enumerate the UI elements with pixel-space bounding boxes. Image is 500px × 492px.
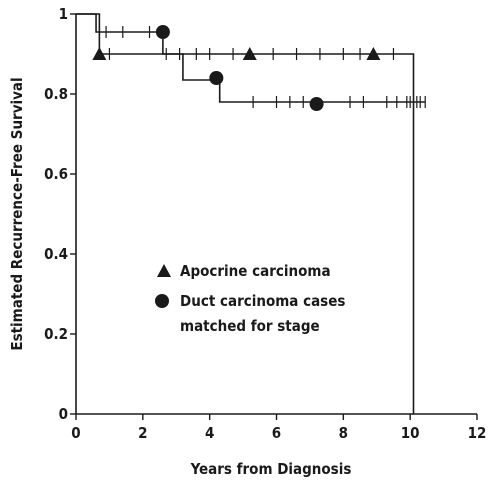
y-tick-label: 0 (59, 405, 68, 423)
y-axis-title: Estimated Recurrence-Free Survival (8, 77, 26, 350)
duct-survival-line (76, 13, 426, 103)
x-axis-title: Years from Diagnosis (190, 460, 352, 478)
legend-triangle-icon (157, 264, 171, 277)
apocrine-triangle-marker (242, 47, 257, 60)
x-tick-label: 2 (138, 424, 147, 442)
duct-circle-marker (209, 71, 224, 85)
x-tick-label: 6 (272, 424, 281, 442)
x-tick-label: 8 (339, 424, 348, 442)
survival-curves (76, 13, 426, 414)
series-markers (92, 25, 381, 111)
axes: 0 2 4 6 8 10 12 0 0.2 0.4 0.6 0.8 1 (44, 5, 486, 442)
legend: Apocrine carcinoma Duct carcinoma cases … (155, 262, 345, 335)
y-tick-label: 0.4 (44, 245, 68, 263)
y-tick-label: 0.8 (44, 85, 68, 103)
y-tick-label: 1 (59, 5, 68, 23)
legend-circle-icon (155, 294, 169, 308)
x-tick-label: 12 (468, 424, 487, 442)
legend-label-duct-line2: matched for stage (180, 317, 320, 335)
x-tick-label: 4 (205, 424, 214, 442)
x-tick-label: 10 (401, 424, 420, 442)
y-tick-label: 0.2 (44, 325, 68, 343)
apocrine-triangle-marker (92, 47, 107, 60)
apocrine-triangle-marker (366, 47, 381, 60)
legend-label-apocrine: Apocrine carcinoma (180, 262, 331, 280)
duct-circle-marker (155, 25, 170, 39)
legend-label-duct-line1: Duct carcinoma cases (180, 292, 345, 310)
y-tick-label: 0.6 (44, 165, 68, 183)
x-tick-label: 0 (71, 424, 80, 442)
apocrine-survival-line (76, 13, 415, 414)
duct-circle-marker (309, 97, 324, 111)
